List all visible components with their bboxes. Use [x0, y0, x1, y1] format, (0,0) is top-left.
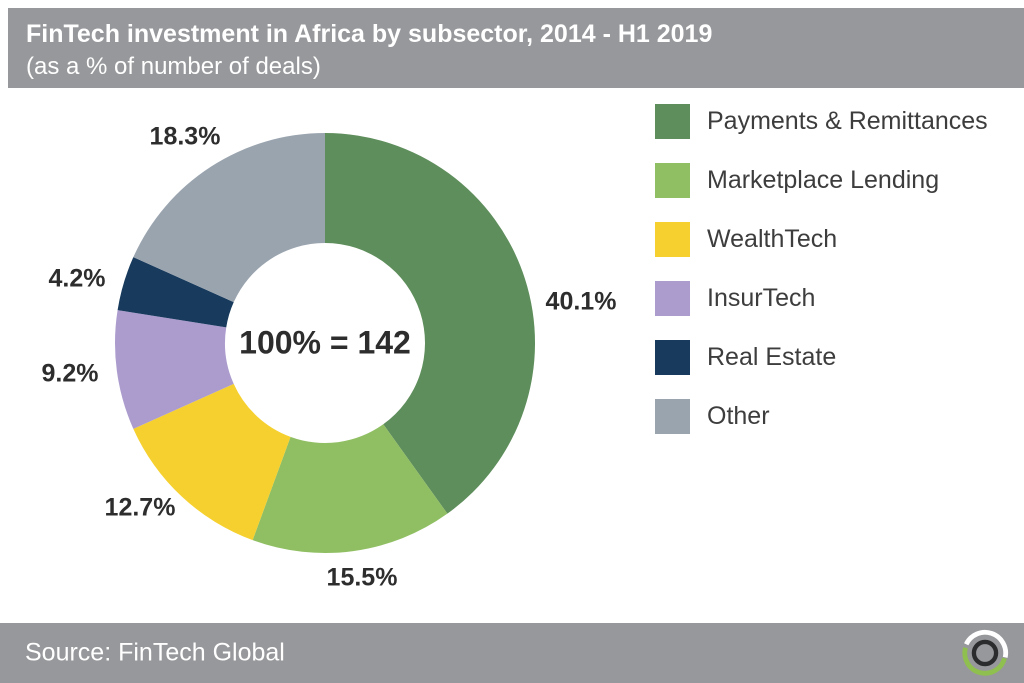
legend-swatch-real-estate — [655, 340, 690, 375]
slice-label-payments-remittances: 40.1% — [545, 287, 617, 316]
donut-slice-5 — [133, 132, 325, 303]
donut-slice-3 — [115, 310, 234, 429]
legend-swatch-payments-remittances — [655, 104, 690, 139]
donut-slice-1 — [252, 424, 448, 554]
legend-label-wealthtech: WealthTech — [707, 225, 838, 253]
slice-label-wealthtech: 12.7% — [104, 493, 176, 522]
legend-label-payments-remittances: Payments & Remittances — [707, 107, 988, 135]
legend: Payments & Remittances Marketplace Lendi… — [655, 104, 988, 458]
slice-label-insurtech: 9.2% — [41, 359, 99, 388]
chart-title: FinTech investment in Africa by subsecto… — [26, 20, 713, 48]
donut-slice-0 — [325, 133, 536, 514]
legend-label-real-estate: Real Estate — [707, 343, 837, 371]
title-bar: FinTech investment in Africa by subsecto… — [8, 8, 1024, 88]
slice-label-real-estate: 4.2% — [48, 264, 106, 293]
source-text: Source: FinTech Global — [25, 638, 285, 667]
legend-item-real-estate: Real Estate — [655, 340, 988, 375]
legend-item-payments-remittances: Payments & Remittances — [655, 104, 988, 139]
donut-center-label: 100% = 142 — [239, 324, 411, 361]
donut-slice-2 — [133, 383, 291, 541]
legend-label-marketplace-lending: Marketplace Lending — [707, 166, 940, 194]
legend-swatch-wealthtech — [655, 222, 690, 257]
legend-item-marketplace-lending: Marketplace Lending — [655, 163, 988, 198]
legend-label-insurtech: InsurTech — [707, 284, 816, 312]
legend-label-other: Other — [707, 402, 770, 430]
legend-swatch-marketplace-lending — [655, 163, 690, 198]
legend-item-other: Other — [655, 399, 988, 434]
donut-chart: 100% = 142 40.1% 15.5% 12.7% 9.2% 4.2% 1… — [0, 88, 650, 623]
legend-item-wealthtech: WealthTech — [655, 222, 988, 257]
legend-item-insurtech: InsurTech — [655, 281, 988, 316]
chart-subtitle: (as a % of number of deals) — [26, 53, 321, 80]
source-bar: Source: FinTech Global — [0, 623, 1024, 683]
fintech-global-logo — [962, 629, 1009, 676]
legend-swatch-other — [655, 399, 690, 434]
legend-swatch-insurtech — [655, 281, 690, 316]
slice-label-other: 18.3% — [149, 122, 221, 151]
slice-label-marketplace-lending: 15.5% — [326, 563, 398, 592]
donut-chart-svg — [115, 132, 536, 554]
donut-slice-4 — [117, 257, 234, 328]
